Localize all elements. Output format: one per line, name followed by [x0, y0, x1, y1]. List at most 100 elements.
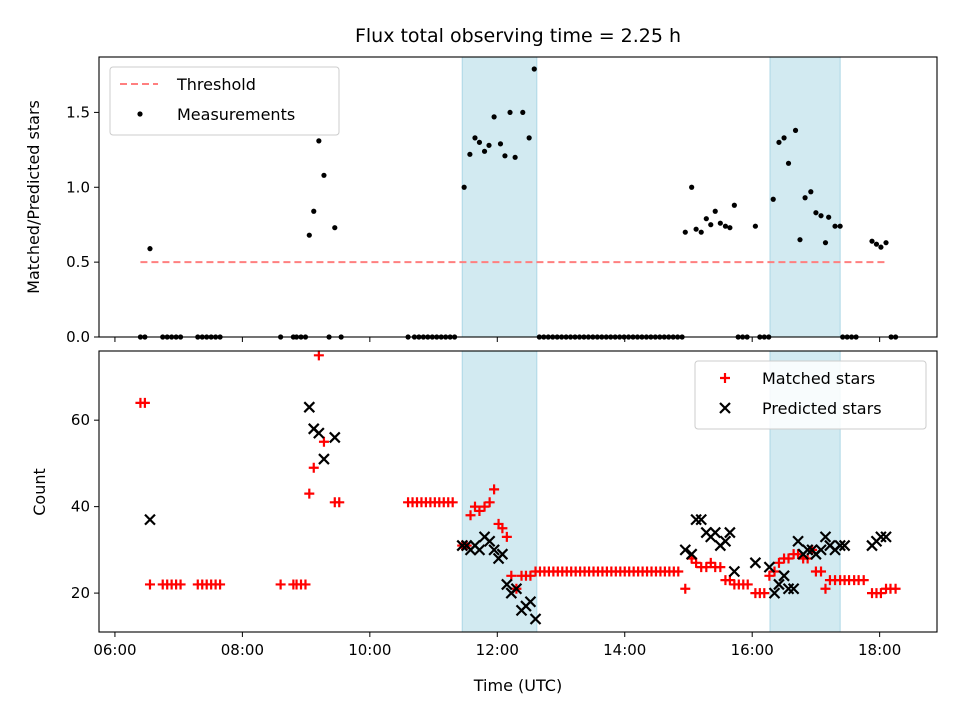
y-tick-label: 1.5	[66, 103, 90, 121]
axes-frame	[98, 56, 938, 338]
data-point	[486, 142, 492, 148]
data-point	[524, 595, 537, 608]
data-point	[456, 539, 469, 552]
data-point	[742, 579, 753, 590]
data-point	[703, 216, 709, 222]
data-point	[304, 488, 315, 499]
data-point	[334, 497, 345, 508]
data-point	[467, 151, 473, 157]
shaded-interval	[461, 56, 538, 338]
data-point	[313, 427, 325, 439]
data-point	[763, 561, 776, 573]
data-point	[808, 189, 814, 195]
data-point	[318, 453, 330, 465]
data-point	[819, 531, 832, 543]
series-predicted-stars	[144, 401, 892, 625]
data-point	[497, 141, 504, 147]
data-point	[816, 566, 827, 577]
data-point	[837, 223, 843, 229]
x-tick-label: 12:00	[476, 641, 519, 659]
data-point	[778, 570, 790, 582]
data-point	[321, 172, 327, 178]
data-point	[724, 526, 736, 539]
data-point	[520, 109, 526, 116]
bottom-y-axis-label: Count	[30, 468, 49, 516]
x-tick-label: 08:00	[221, 641, 264, 659]
data-point	[815, 544, 827, 556]
legend-label: Threshold	[176, 75, 256, 94]
y-tick-label: 1.0	[66, 178, 90, 196]
data-point	[507, 109, 513, 116]
data-point	[525, 570, 536, 581]
data-point	[722, 223, 729, 229]
data-point	[708, 222, 714, 228]
data-point	[813, 210, 819, 216]
data-point	[801, 544, 814, 556]
data-point	[473, 544, 486, 556]
data-point	[689, 184, 695, 190]
data-point	[472, 135, 478, 141]
data-point	[489, 484, 500, 495]
data-point	[306, 232, 312, 238]
data-point	[698, 229, 704, 235]
data-point	[695, 513, 707, 526]
series-matched-stars	[135, 350, 901, 599]
x-axis-label: Time (UTC)	[473, 676, 562, 695]
data-point	[797, 237, 803, 243]
data-point	[673, 566, 684, 577]
data-point	[773, 578, 785, 591]
data-point	[488, 544, 500, 556]
data-point	[531, 66, 537, 72]
data-point	[883, 240, 889, 246]
data-point	[880, 531, 892, 543]
data-point	[749, 557, 762, 569]
top-y-axis-label: Matched/Predicted stars	[24, 100, 43, 294]
data-point	[822, 240, 829, 246]
data-point	[275, 579, 286, 590]
y-tick-label: 40	[71, 498, 90, 516]
data-point	[715, 562, 726, 573]
data-point	[832, 223, 838, 229]
data-point	[770, 196, 776, 202]
data-point	[496, 548, 509, 560]
x-tick-label: 10:00	[348, 641, 391, 659]
data-point	[731, 202, 737, 208]
x-tick-label: 14:00	[603, 641, 646, 659]
y-tick-label: 0.5	[66, 253, 90, 271]
y-tick-label: 20	[71, 584, 90, 602]
data-point	[215, 579, 226, 590]
data-point	[785, 160, 792, 166]
data-point	[481, 148, 488, 154]
data-point	[820, 583, 831, 594]
data-point	[512, 154, 518, 160]
data-point	[465, 510, 476, 521]
axes-frame	[98, 350, 938, 633]
data-point	[175, 579, 186, 590]
data-point	[826, 214, 832, 220]
data-point	[144, 579, 155, 590]
data-point	[768, 587, 781, 599]
data-point	[890, 583, 901, 594]
data-point	[308, 462, 319, 473]
data-point	[461, 184, 467, 190]
data-point	[878, 244, 884, 250]
data-point	[329, 431, 341, 444]
data-point	[783, 553, 794, 564]
shaded-interval	[461, 350, 538, 633]
legend-box	[694, 360, 927, 430]
data-point	[818, 213, 824, 219]
data-point	[712, 208, 718, 214]
data-point	[147, 246, 153, 252]
x-tick-label: 06:00	[93, 641, 136, 659]
data-point	[869, 238, 875, 244]
ratio-panel: 0.0 0.5 1.0 1.5 Threshold Measurements	[66, 56, 938, 346]
legend-label: Measurements	[177, 105, 295, 124]
legend-box	[109, 66, 340, 136]
data-point	[782, 582, 795, 595]
data-point	[318, 436, 329, 447]
data-point	[303, 401, 316, 413]
data-point	[680, 583, 691, 594]
data-point	[752, 223, 758, 229]
data-point	[526, 135, 532, 141]
